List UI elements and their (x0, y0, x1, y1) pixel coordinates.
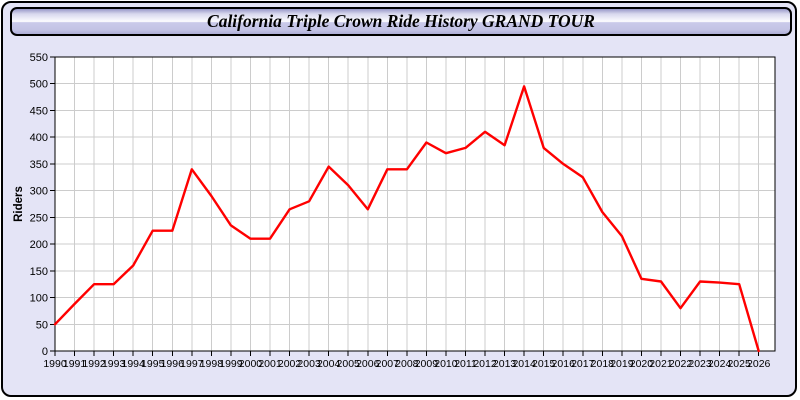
plot-border (54, 56, 776, 352)
y-tick-label: 0 (42, 346, 48, 358)
x-tick-label: 2022 (669, 358, 693, 370)
y-tick-label: 400 (30, 132, 48, 144)
x-tick-label: 2010 (434, 358, 458, 370)
x-tick-label: 2015 (532, 358, 556, 370)
x-tick-label: 2023 (688, 358, 712, 370)
x-tick-label: 2007 (376, 358, 400, 370)
chart-svg: 0501001502002503003504004505005501990199… (13, 52, 776, 370)
plot-area (55, 57, 775, 351)
x-tick-label: 2017 (571, 358, 595, 370)
x-tick-label: 2001 (258, 358, 282, 370)
x-tick-label: 1990 (43, 358, 67, 370)
x-tick-label: 2008 (395, 358, 419, 370)
x-tick-label: 2019 (610, 358, 634, 370)
y-tick-label: 50 (36, 319, 48, 331)
x-tick-label: 2026 (747, 358, 771, 370)
y-tick-label: 500 (30, 79, 48, 91)
y-tick-label: 200 (30, 239, 48, 251)
x-tick-label: 2024 (708, 358, 732, 370)
x-tick-label: 2013 (493, 358, 517, 370)
x-tick-label: 2006 (356, 358, 380, 370)
x-tick-label: 2014 (512, 358, 536, 370)
x-tick-label: 1993 (102, 358, 126, 370)
x-tick-label: 2004 (317, 358, 341, 370)
y-tick-label: 300 (30, 186, 48, 198)
x-tick-label: 2025 (727, 358, 751, 370)
y-tick-label: 250 (30, 212, 48, 224)
x-tick-label: 1995 (141, 358, 165, 370)
x-tick-label: 1994 (122, 358, 146, 370)
x-tick-label: 2018 (591, 358, 615, 370)
x-tick-label: 1992 (82, 358, 106, 370)
x-tick-label: 2005 (337, 358, 361, 370)
x-tick-label: 2000 (239, 358, 263, 370)
y-tick-label: 150 (30, 266, 48, 278)
y-tick-label: 450 (30, 105, 48, 117)
x-tick-label: 2003 (297, 358, 321, 370)
y-tick-label: 350 (30, 159, 48, 171)
x-tick-label: 2002 (278, 358, 302, 370)
x-tick-label: 1999 (219, 358, 243, 370)
riders-line (53, 85, 760, 353)
x-tick-label: 1991 (63, 358, 87, 370)
x-tick-label: 1998 (200, 358, 224, 370)
x-tick-label: 1996 (161, 358, 185, 370)
y-tick-label: 550 (30, 52, 48, 64)
title-bar: California Triple Crown Ride History GRA… (10, 7, 792, 36)
x-tick-label: 2011 (454, 358, 477, 370)
y-axis-title: Riders (13, 186, 25, 222)
chart-title: California Triple Crown Ride History GRA… (207, 11, 595, 31)
x-tick-label: 2012 (473, 358, 497, 370)
x-tick-label: 2021 (649, 358, 673, 370)
x-tick-label: 1997 (180, 358, 204, 370)
x-tick-label: 2016 (552, 358, 576, 370)
x-tick-label: 2020 (630, 358, 654, 370)
y-tick-label: 100 (30, 293, 48, 305)
x-tick-label: 2009 (415, 358, 439, 370)
